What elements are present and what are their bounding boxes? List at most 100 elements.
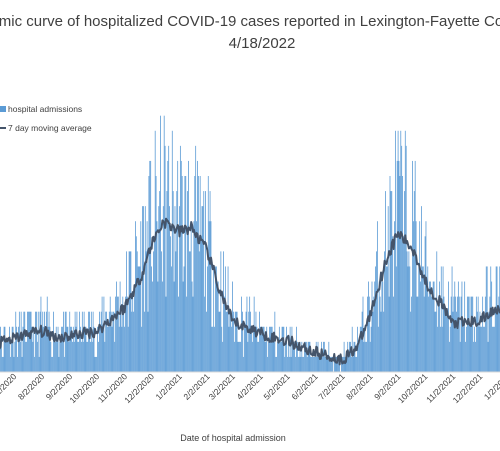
admission-bar: [134, 296, 135, 372]
admission-bar: [45, 311, 47, 372]
admission-bar: [225, 311, 227, 372]
admission-bar: [4, 326, 6, 372]
admission-bar: [426, 281, 428, 372]
admission-bar: [177, 160, 179, 372]
admission-bar: [463, 326, 465, 372]
admission-bar: [464, 281, 466, 372]
admission-bar: [398, 160, 400, 372]
admission-bar: [453, 296, 455, 372]
admission-bar: [348, 356, 350, 372]
admission-bar: [179, 206, 180, 372]
admission-bar: [476, 311, 478, 372]
admission-bar: [431, 296, 433, 372]
admission-bar: [32, 341, 34, 372]
admission-bar: [138, 266, 140, 372]
admission-bar: [458, 296, 460, 372]
admission-bar: [322, 356, 323, 372]
admission-bar: [466, 326, 467, 372]
legend-label-moving-average: 7 day moving average: [8, 123, 92, 133]
admission-bar: [479, 311, 481, 372]
admission-bar: [249, 296, 251, 372]
admission-bar: [248, 311, 250, 372]
admission-bar: [75, 326, 77, 372]
admission-bar: [196, 221, 197, 372]
admission-bar: [300, 356, 302, 372]
admission-bar: [66, 326, 68, 372]
admission-bar: [236, 311, 238, 372]
admission-bar: [283, 326, 285, 372]
admission-bar: [60, 341, 62, 372]
admission-bar: [254, 326, 256, 372]
admission-bar: [69, 311, 71, 372]
admission-bar: [368, 296, 370, 372]
admission-bar: [159, 191, 161, 372]
admission-bar: [58, 356, 60, 372]
admission-bar: [81, 341, 82, 372]
admission-bar: [231, 326, 233, 372]
admission-bar: [131, 311, 133, 372]
admission-bar: [483, 326, 484, 372]
admission-bar: [367, 296, 368, 372]
admission-bar: [107, 326, 108, 372]
admission-bar: [435, 311, 437, 372]
admission-bar: [487, 341, 489, 372]
admission-bar: [127, 326, 129, 372]
admission-bar: [472, 296, 474, 372]
admission-bar: [488, 311, 490, 372]
admission-bar: [436, 251, 438, 372]
admission-bar: [370, 326, 372, 372]
admission-bar: [314, 356, 316, 372]
admission-bar: [335, 356, 337, 372]
admission-bar: [341, 356, 342, 372]
admission-bar: [295, 356, 296, 372]
admission-bar: [190, 221, 192, 372]
admission-bar: [1, 356, 3, 372]
admission-bar: [117, 296, 119, 372]
admission-bar: [252, 326, 254, 372]
admission-bar: [346, 356, 348, 372]
admission-bar: [410, 311, 412, 372]
admission-bar: [386, 266, 388, 372]
x-tick-label: 6/2/2021: [289, 371, 320, 402]
admission-bar: [20, 311, 22, 372]
admission-bar: [259, 311, 260, 372]
x-tick-label: 5/2/2021: [261, 371, 292, 402]
admission-bar: [326, 356, 328, 372]
admission-bar: [480, 326, 482, 372]
admission-bar: [135, 236, 137, 372]
admission-bar: [212, 326, 214, 372]
admission-bar: [347, 341, 349, 372]
admission-bar: [432, 281, 434, 372]
admission-bar: [465, 341, 466, 372]
admission-bar: [44, 311, 45, 372]
admission-bar: [221, 326, 223, 372]
admission-bar: [224, 266, 226, 372]
admission-bar: [86, 341, 88, 372]
admission-bar: [284, 356, 286, 372]
admission-bar: [365, 341, 367, 372]
admission-bar: [150, 160, 152, 372]
admission-bar: [39, 311, 41, 372]
admission-bar: [336, 356, 338, 372]
admission-bar: [369, 341, 371, 372]
admission-bar: [400, 130, 402, 372]
admission-bar: [35, 311, 36, 372]
admission-bar: [74, 311, 76, 372]
admission-bar: [194, 176, 196, 372]
admission-bar: [394, 221, 395, 372]
admission-bar: [396, 160, 398, 372]
admission-bar: [230, 311, 232, 372]
admission-bar: [235, 311, 237, 372]
admission-bar: [141, 326, 143, 372]
admission-bar: [83, 311, 85, 372]
admission-bar: [275, 356, 277, 372]
admission-bar: [5, 341, 7, 372]
x-tick-label: 7/2/2021: [316, 371, 347, 402]
admission-bar: [307, 341, 309, 372]
admission-bar: [41, 326, 43, 372]
admission-bar: [27, 311, 28, 372]
admission-bar: [429, 281, 430, 372]
admission-bar: [162, 206, 164, 372]
admission-bar: [417, 296, 419, 372]
admission-bar: [265, 341, 267, 372]
